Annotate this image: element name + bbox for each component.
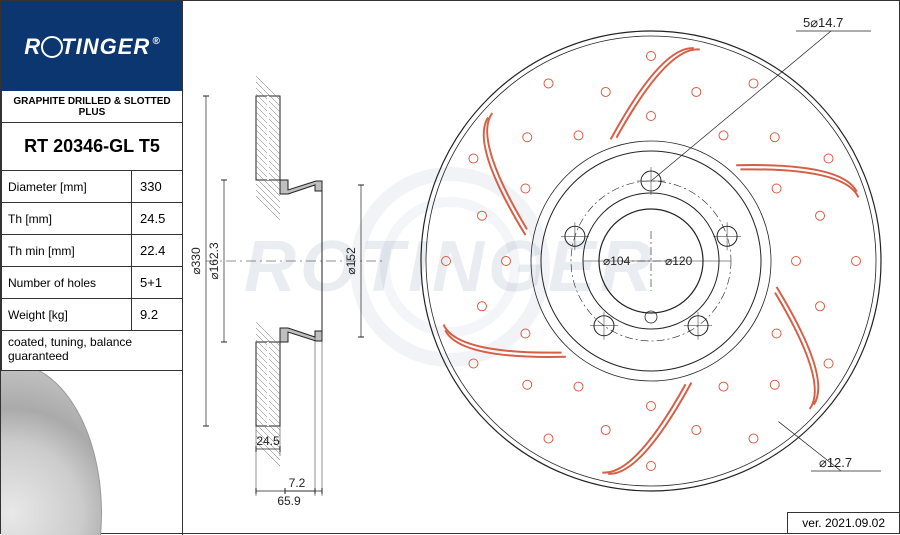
- spec-label: Th [mm]: [2, 203, 132, 234]
- spec-value: 5+1: [132, 267, 182, 298]
- spec-row: Th min [mm]22.4: [1, 235, 183, 267]
- spec-row: Weight [kg]9.2: [1, 299, 183, 331]
- spec-value: 24.5: [132, 203, 182, 234]
- spec-value: 9.2: [132, 299, 182, 330]
- preview-image: [1, 371, 183, 535]
- spec-label: Th min [mm]: [2, 235, 132, 266]
- svg-text:⌀330: ⌀330: [189, 247, 203, 275]
- info-panel: RTINGER GRAPHITE DRILLED & SLOTTED PLUS …: [1, 1, 183, 535]
- section-drawing: ⌀330 ⌀162.3 ⌀152 24.5 65.9 7.2: [186, 1, 406, 511]
- svg-text:65.9: 65.9: [277, 494, 301, 508]
- spec-label: Number of holes: [2, 267, 132, 298]
- product-title: GRAPHITE DRILLED & SLOTTED PLUS: [1, 91, 183, 123]
- svg-text:⌀162.3: ⌀162.3: [207, 242, 221, 280]
- svg-text:7.2: 7.2: [289, 476, 306, 490]
- note: coated, tuning, balance guaranteed: [1, 331, 183, 371]
- spec-value: 330: [132, 171, 182, 202]
- svg-text:5⌀14.7: 5⌀14.7: [803, 15, 843, 30]
- version-label: ver. 2021.09.02: [787, 512, 899, 533]
- part-number: RT 20346-GL T5: [1, 123, 183, 171]
- spec-row: Th [mm]24.5: [1, 203, 183, 235]
- svg-text:⌀152: ⌀152: [344, 247, 358, 275]
- face-drawing: 5⌀14.7⌀104⌀120⌀12.7: [401, 1, 900, 511]
- spec-row: Diameter [mm]330: [1, 171, 183, 203]
- svg-text:⌀12.7: ⌀12.7: [819, 455, 852, 470]
- spec-label: Diameter [mm]: [2, 171, 132, 202]
- spec-label: Weight [kg]: [2, 299, 132, 330]
- brand-logo: RTINGER: [1, 1, 183, 91]
- svg-text:24.5: 24.5: [256, 434, 280, 448]
- spec-row: Number of holes5+1: [1, 267, 183, 299]
- spec-value: 22.4: [132, 235, 182, 266]
